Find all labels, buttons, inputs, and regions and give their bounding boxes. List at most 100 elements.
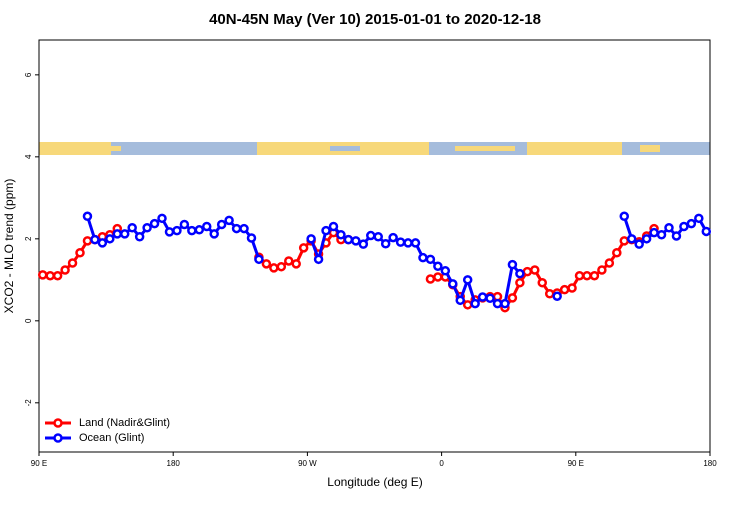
data-point	[462, 275, 473, 285]
x-tick-label: 0	[439, 459, 444, 468]
land-strip	[39, 142, 111, 155]
data-point	[373, 232, 383, 242]
data-point	[604, 258, 615, 268]
land-strip	[455, 146, 515, 151]
data-point	[37, 270, 48, 280]
land-strip	[640, 145, 660, 152]
data-point	[597, 265, 607, 275]
data-point	[45, 270, 55, 281]
x-tick-label: 180	[703, 459, 717, 468]
x-tick-label: 90 E	[568, 459, 584, 468]
data-point	[306, 234, 316, 244]
data-point	[507, 259, 518, 270]
data-point	[321, 225, 331, 236]
data-point	[582, 270, 592, 281]
data-point	[671, 231, 682, 241]
data-point	[105, 234, 115, 244]
data-point	[127, 223, 137, 233]
data-point	[440, 266, 451, 276]
data-point	[172, 225, 182, 236]
data-point	[209, 229, 219, 239]
data-point	[157, 213, 167, 224]
y-tick-label: 4	[24, 154, 33, 159]
data-point	[142, 223, 152, 233]
data-point	[530, 265, 540, 275]
data-point	[567, 283, 577, 293]
data-point	[410, 238, 421, 248]
data-point	[366, 230, 376, 241]
data-point	[403, 238, 413, 248]
data-point	[90, 234, 100, 245]
data-point	[119, 229, 130, 239]
data-point	[634, 239, 644, 249]
data-point	[425, 274, 436, 284]
data-point	[537, 277, 547, 288]
data-point	[425, 254, 436, 265]
data-point	[60, 265, 70, 275]
data-point	[522, 266, 533, 277]
data-point	[75, 248, 85, 258]
plot-frame	[38, 39, 711, 453]
data-point	[351, 236, 361, 246]
land-strip	[111, 146, 121, 151]
y-tick-label: 0	[24, 318, 33, 323]
data-point	[134, 232, 145, 242]
data-point	[641, 234, 652, 244]
data-point	[388, 232, 398, 243]
data-point	[239, 223, 249, 234]
data-point	[656, 229, 667, 240]
data-point	[224, 215, 234, 226]
data-point	[328, 221, 339, 232]
data-point	[52, 270, 63, 281]
legend-marker	[53, 433, 63, 443]
data-point	[358, 239, 369, 249]
data-point	[82, 236, 93, 246]
data-point	[485, 293, 495, 304]
data-point	[112, 229, 123, 239]
data-point	[216, 219, 227, 230]
data-point	[500, 298, 510, 309]
data-point	[619, 236, 630, 246]
data-point	[336, 229, 346, 240]
data-point	[97, 238, 108, 248]
y-tick-label: 6	[24, 72, 33, 77]
data-point	[291, 259, 301, 269]
data-point	[686, 218, 697, 229]
x-axis-label: Longitude (deg E)	[327, 475, 422, 489]
data-point	[179, 219, 190, 230]
data-point	[276, 261, 287, 272]
data-point	[462, 300, 473, 310]
data-point	[455, 295, 465, 306]
data-point	[694, 213, 704, 224]
land-mask-strip	[39, 142, 710, 155]
data-point	[619, 211, 630, 222]
data-point	[269, 263, 279, 273]
data-point	[194, 225, 205, 235]
data-point	[544, 289, 555, 299]
data-point	[679, 221, 689, 232]
x-tick-label: 90 W	[298, 459, 317, 468]
data-point	[202, 221, 212, 232]
land-strip	[527, 142, 622, 155]
chart-title: 40N-45N May (Ver 10) 2015-01-01 to 2020-…	[209, 11, 541, 28]
data-point	[395, 237, 406, 247]
data-point	[470, 298, 480, 309]
legend-marker	[53, 418, 63, 428]
data-point	[433, 272, 443, 282]
legend-label: Land (Nadir&Glint)	[79, 417, 170, 429]
y-tick-label: 2	[24, 236, 33, 241]
data-point	[380, 238, 391, 249]
data-point	[574, 270, 585, 281]
data-point	[612, 248, 622, 258]
x-tick-label: 180	[167, 459, 181, 468]
data-point	[589, 270, 600, 281]
data-point	[284, 256, 294, 266]
data-point	[261, 259, 272, 269]
data-point	[515, 277, 525, 288]
data-point	[559, 284, 570, 295]
data-point	[254, 254, 264, 265]
data-point	[448, 279, 458, 289]
legend-label: Ocean (Glint)	[79, 432, 144, 444]
ocean-strip	[330, 146, 360, 151]
